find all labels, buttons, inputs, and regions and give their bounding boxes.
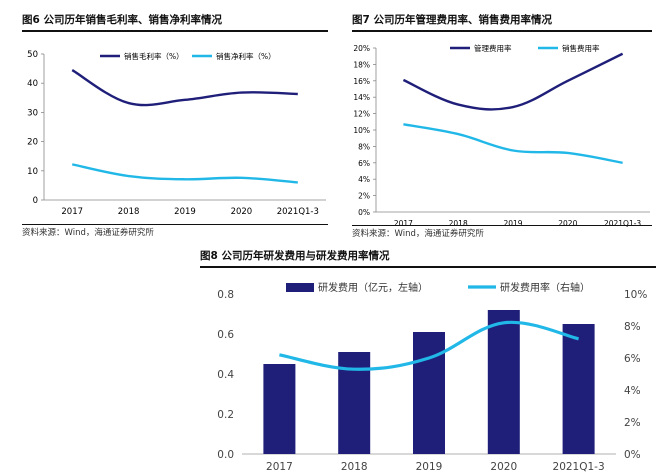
figure-7-source: 资料来源：Wind，海通证券研究所 [352,229,484,239]
figure-8-panel: 图8 公司历年研发费用与研发费用率情况 0.0 0.2 0.4 0.6 0.8 0% 2% 4… [200,248,656,473]
fig8-x-tick-label: 2021Q1-3 [553,461,605,473]
figure-7-top-rule [352,30,652,32]
fig7-y-tick-label: 12% [353,110,370,119]
figure-6-title: 图6 公司历年销售毛利率、销售净利率情况 [22,14,222,26]
figure-8-top-rule [200,266,656,268]
fig8-rate-line [279,320,579,371]
fig8-y2-tick-label: 2% [624,417,641,429]
fig8-y2-tick-label: 8% [624,321,641,333]
fig8-bar [413,332,445,454]
figure-7-panel: 图7 公司历年管理费用率、销售费用率情况 0% 2% 4% 6% 8% 10% 12% 14%… [352,12,652,239]
fig7-y-tick-label: 10% [353,126,370,135]
fig8-y2-tick-label: 6% [624,353,641,365]
fig6-series-line-1 [71,69,298,107]
fig8-y2-tick-label: 0% [624,449,641,461]
fig7-y-tick-label: 6% [358,159,370,168]
figure-8-chart: 0.0 0.2 0.4 0.6 0.8 0% 2% 4% 6% 8% 10% 2017 2018 2019… [217,281,647,473]
fig8-legend-label-1: 研发费用（亿元，左轴） [318,281,428,294]
fig8-y-tick-label: 0.2 [217,409,234,421]
fig6-x-tick-label: 2018 [118,207,140,217]
fig7-y-tick-label: 8% [358,142,370,151]
fig8-y-tick-label: 0.6 [217,329,234,341]
fig6-y-tick-label: 50 [27,50,38,60]
fig8-x-tick-label: 2020 [490,461,517,473]
fig6-y-tick-label: 30 [27,108,38,118]
fig7-series-line-2 [403,123,623,164]
figure-6-chart: 0 10 20 30 40 50 2017 2018 2019 2020 2021Q1-3 销售毛利率… [27,50,326,217]
fig8-y2-tick-label: 4% [624,385,641,397]
fig6-y-tick-label: 10 [27,167,38,177]
fig7-y-tick-label: 14% [353,93,370,102]
fig8-y-tick-label: 0.4 [217,369,234,381]
fig8-x-tick-label: 2019 [416,461,443,473]
fig8-bar [263,364,296,454]
fig6-legend-label-2: 销售净利率（%） [216,51,276,61]
fig6-x-tick-label: 2017 [61,207,83,217]
fig6-y-tick-label: 20 [27,138,38,148]
figure-8-title: 图8 公司历年研发费用与研发费用率情况 [200,250,390,262]
fig8-legend-swatch-1 [286,283,314,292]
fig7-x-tick-label: 2018 [449,219,468,228]
fig8-y-tick-label: 0.0 [217,449,234,461]
fig7-x-tick-label: 2020 [558,219,577,228]
fig6-series-line-2 [71,163,298,184]
figure-7-bottom-rule [352,225,652,226]
fig8-y2-tick-label: 10% [624,289,647,301]
fig8-bar [562,324,595,454]
fig8-y-tick-label: 0.8 [217,289,234,301]
fig7-x-tick-label: 2021Q1-3 [604,219,641,228]
fig7-legend-label-1: 管理费用率 [474,43,512,53]
fig7-x-tick-label: 2017 [394,219,413,228]
fig7-y-tick-label: 16% [353,77,370,86]
figure-6-panel: 图6 公司历年销售毛利率、销售净利率情况 0 10 20 30 40 50 2017 2018… [22,12,328,238]
fig7-legend-label-2: 销售费用率 [562,43,600,53]
figure-7-chart: 0% 2% 4% 6% 8% 10% 12% 14% 16% 18% 20% 2017 2018 2019… [353,43,650,228]
figure-7-title: 图7 公司历年管理费用率、销售费用率情况 [352,14,552,26]
fig8-bar [487,310,520,454]
fig7-y-tick-label: 4% [358,175,370,184]
figure-6-bottom-rule [22,224,328,225]
fig7-x-tick-label: 2019 [503,219,522,228]
fig7-series-line-1 [402,52,624,111]
figure-6-source: 资料来源：Wind，海通证券研究所 [22,228,154,238]
fig6-x-tick-label: 2020 [231,207,253,217]
fig8-x-tick-label: 2018 [341,461,368,473]
fig7-y-tick-label: 18% [353,60,370,69]
fig6-x-tick-label: 2021Q1-3 [277,207,319,217]
fig6-x-tick-label: 2019 [174,207,196,217]
fig7-y-tick-label: 20% [353,44,370,53]
fig6-y-tick-label: 0 [33,196,38,206]
fig8-legend-label-2: 研发费用率（右轴） [500,281,590,294]
fig6-legend-label-1: 销售毛利率（%） [124,51,184,61]
fig7-y-tick-label: 2% [358,192,370,201]
fig8-x-tick-label: 2017 [266,461,293,473]
fig6-y-tick-label: 40 [27,79,38,89]
figure-6-top-rule [22,30,328,32]
fig7-y-tick-label: 0% [358,208,370,217]
